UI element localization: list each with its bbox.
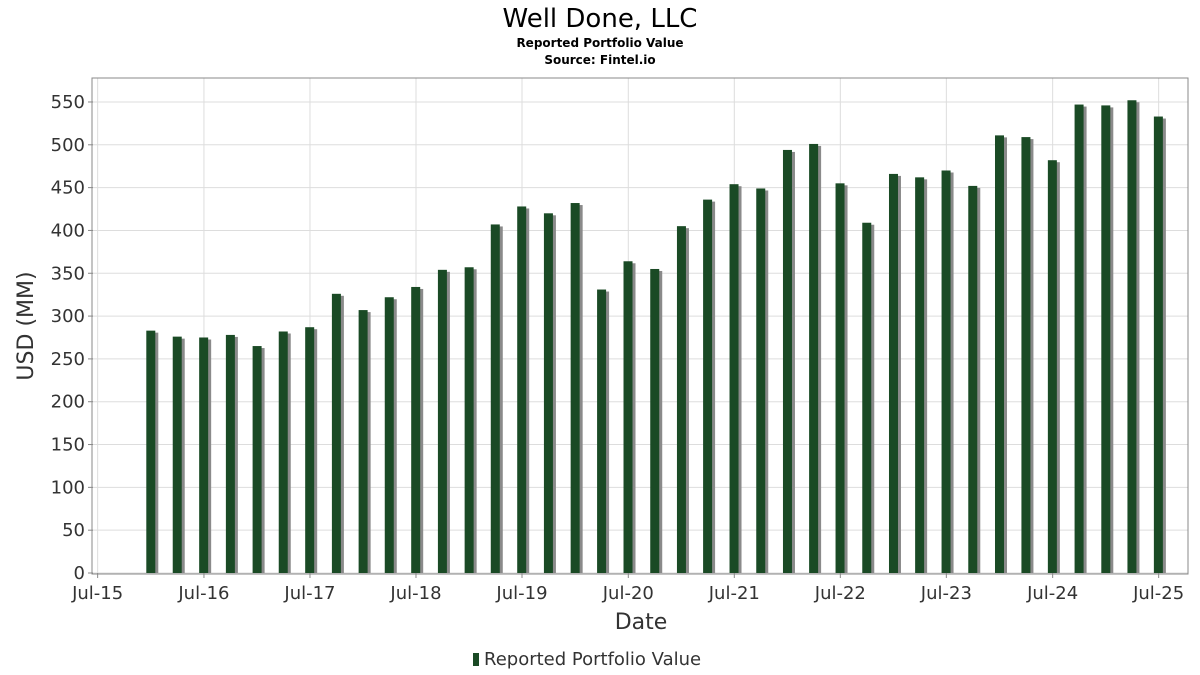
chart-title: Well Done, LLC: [503, 4, 698, 34]
y-tick-label: 150: [51, 435, 85, 456]
bars: [146, 100, 1166, 574]
bar: [676, 226, 686, 573]
bar: [756, 188, 766, 574]
y-axis-label: USD (MM): [14, 271, 39, 380]
bar: [597, 289, 607, 573]
y-tick-label: 350: [51, 263, 85, 284]
x-tick-label: Jul-17: [283, 583, 335, 604]
chart-source: Source: Fintel.io: [544, 53, 655, 67]
x-tick-label: Jul-25: [1132, 583, 1184, 604]
y-tick-label: 550: [51, 92, 85, 113]
bar: [517, 206, 527, 573]
bar: [437, 269, 447, 573]
legend-label: Reported Portfolio Value: [484, 649, 701, 670]
x-axis-label: Date: [615, 610, 668, 635]
bar: [835, 183, 845, 573]
x-tick-label: Jul-23: [920, 583, 972, 604]
bar: [915, 177, 925, 573]
bar: [888, 173, 898, 573]
chart-subtitle: Reported Portfolio Value: [516, 36, 683, 50]
plot-frame: [91, 77, 1189, 575]
bar: [146, 330, 156, 573]
x-axis-ticks: Jul-15 Jul-16 Jul-17 Jul-18 Jul-19 Jul-20 Jul-…: [71, 573, 1184, 604]
y-tick-label: 500: [51, 135, 85, 156]
bar: [1047, 160, 1057, 573]
y-tick-label: 0: [74, 563, 85, 584]
bar: [1127, 100, 1137, 574]
bar: [782, 149, 792, 573]
bar: [1021, 137, 1031, 574]
bar: [650, 268, 660, 573]
x-tick-label: Jul-19: [495, 583, 547, 604]
y-tick-label: 450: [51, 178, 85, 199]
bar: [570, 203, 580, 573]
bar: [862, 222, 872, 574]
bar: [1153, 116, 1163, 574]
bar: [1101, 105, 1111, 573]
bar: [994, 135, 1004, 573]
bar: [305, 327, 315, 573]
x-tick-label: Jul-24: [1026, 583, 1078, 604]
bar: [703, 199, 713, 573]
bar: [172, 336, 182, 573]
y-axis-ticks: 0 50 100 150 200 250 300 350 400 450 500 550: [51, 92, 93, 584]
bar: [278, 331, 288, 573]
x-tick-label: Jul-18: [389, 583, 441, 604]
bar: [411, 286, 421, 573]
bar: [225, 334, 235, 573]
legend: Reported Portfolio Value: [473, 649, 701, 670]
x-tick-label: Jul-16: [177, 583, 229, 604]
x-tick-label: Jul-21: [708, 583, 760, 604]
bar: [543, 213, 553, 574]
bar: [968, 185, 978, 574]
y-tick-label: 400: [51, 220, 85, 241]
bar: [941, 170, 951, 574]
bar: [623, 261, 633, 573]
bar: [809, 143, 819, 573]
x-tick-label: Jul-22: [814, 583, 866, 604]
bar: [199, 337, 209, 573]
bar: [252, 346, 262, 573]
x-tick-label: Jul-15: [71, 583, 123, 604]
y-tick-label: 250: [51, 349, 85, 370]
y-tick-label: 200: [51, 392, 85, 413]
y-tick-label: 50: [62, 520, 85, 541]
bar: [1074, 104, 1084, 573]
y-tick-label: 300: [51, 306, 85, 327]
bar: [464, 267, 474, 573]
bar: [358, 310, 368, 573]
legend-swatch: [473, 653, 479, 666]
bar: [384, 297, 394, 573]
bar: [331, 293, 341, 573]
bar: [490, 224, 500, 573]
bar: [729, 184, 739, 573]
x-tick-label: Jul-20: [602, 583, 654, 604]
y-tick-label: 100: [51, 477, 85, 498]
